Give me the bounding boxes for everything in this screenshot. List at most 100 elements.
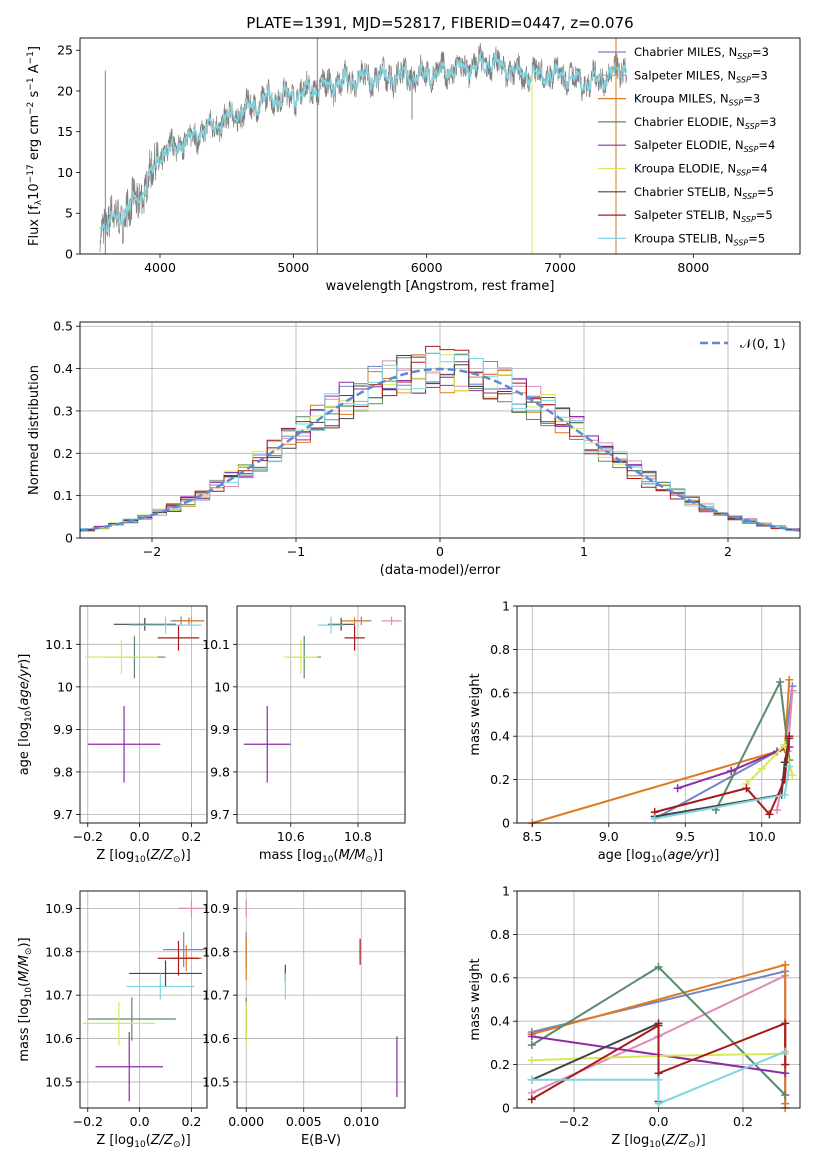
legend-label: Kroupa STELIB, NSSP=5 bbox=[634, 231, 765, 247]
plot-frame bbox=[236, 605, 406, 824]
legend-label: Chabrier STELIB, NSSP=5 bbox=[634, 185, 774, 201]
y-tick-label: 0.6 bbox=[490, 685, 510, 700]
y-tick-label: 10 bbox=[57, 679, 73, 694]
x-tick-label: 10.0 bbox=[748, 829, 776, 844]
x-tick-label: −0.2 bbox=[559, 1114, 589, 1129]
y-tick-label: 15 bbox=[57, 124, 73, 139]
mass_vs_ebv-points bbox=[245, 899, 398, 1098]
age_vs_Z-ylabel: age [log10(age/yr)] bbox=[17, 654, 34, 776]
plot-frame bbox=[79, 605, 208, 824]
y-tick-label: 10.5 bbox=[45, 1074, 73, 1089]
legend-label: Chabrier MILES, NSSP=3 bbox=[634, 45, 769, 61]
age_vs_Z-xlabel: Z [log10(Z/Z⊙)] bbox=[96, 848, 190, 865]
x-tick-label: −0.2 bbox=[73, 829, 103, 844]
weight-line bbox=[715, 678, 791, 811]
mass_vs_ebv-axes bbox=[237, 891, 405, 1108]
mass_vs_Z-xlabel: Z [log10(Z/Z⊙)] bbox=[96, 1133, 190, 1150]
legend-label: Chabrier ELODIE, NSSP=3 bbox=[634, 115, 776, 131]
x-tick-label: 0.0 bbox=[130, 1114, 150, 1129]
plot-frame bbox=[236, 890, 406, 1109]
legend-label: Salpeter MILES, NSSP=3 bbox=[634, 68, 768, 84]
y-tick-label: 10.7 bbox=[45, 988, 73, 1003]
weight_vs_Z-ylabel: mass weight bbox=[468, 958, 483, 1040]
spectrum-model-line bbox=[99, 52, 628, 234]
y-tick-label: 9.9 bbox=[53, 722, 73, 737]
x-tick-label: 0 bbox=[436, 544, 444, 559]
age_vs_mass-xlabel: mass [log10(M/M⊙)] bbox=[259, 848, 383, 865]
x-tick-label: 5000 bbox=[277, 260, 309, 275]
y-tick-label: 25 bbox=[57, 43, 73, 58]
x-tick-label: 8.5 bbox=[522, 829, 542, 844]
gaussian-curve bbox=[80, 367, 800, 532]
legend-label: Salpeter STELIB, NSSP=5 bbox=[634, 208, 773, 224]
y-tick-label: 0 bbox=[502, 816, 510, 831]
y-tick-label: 9.7 bbox=[210, 807, 230, 822]
spectrum-traces bbox=[99, 38, 628, 254]
y-tick-label: 10.1 bbox=[45, 637, 73, 652]
y-tick-label: 0.2 bbox=[490, 1057, 510, 1072]
mass_vs_Z-axes bbox=[80, 891, 207, 1108]
y-tick-label: 0.2 bbox=[490, 772, 510, 787]
weight_vs_age-series bbox=[528, 675, 797, 827]
weight_vs_age-frame: 8.5 9.0 9.5 10.0 0 0.2 0.4 0.6 0.8 1 bbox=[490, 599, 801, 844]
x-tick-label: 2 bbox=[724, 544, 732, 559]
y-tick-label: 9.7 bbox=[53, 807, 73, 822]
residuals-ylabel: Normed distribution bbox=[27, 365, 42, 495]
x-tick-label: 0.0 bbox=[649, 1114, 669, 1129]
spectrum-frame: 4000 5000 6000 7000 8000 0 5 10 15 20 25 bbox=[57, 37, 801, 275]
age_vs_Z-frame: −0.2 0.0 0.2 9.7 9.8 9.9 10 10.1 bbox=[45, 605, 208, 844]
y-tick-label: 10.9 bbox=[202, 901, 230, 916]
y-tick-label: 1 bbox=[502, 599, 510, 614]
x-tick-label: 0.2 bbox=[182, 1114, 202, 1129]
y-tick-label: 0 bbox=[65, 531, 73, 546]
y-tick-label: 10.7 bbox=[202, 988, 230, 1003]
y-tick-label: 0 bbox=[65, 247, 73, 262]
x-tick-label: 0.010 bbox=[343, 1114, 379, 1129]
x-tick-label: −2 bbox=[143, 544, 161, 559]
y-tick-label: 0.5 bbox=[53, 319, 73, 334]
mass_vs_ebv-xlabel: E(B-V) bbox=[301, 1133, 341, 1148]
x-tick-label: 8000 bbox=[677, 260, 709, 275]
age_vs_Z-axes bbox=[80, 606, 207, 823]
y-tick-label: 0.6 bbox=[490, 970, 510, 985]
y-tick-label: 10.8 bbox=[45, 944, 73, 959]
y-tick-label: 1 bbox=[502, 884, 510, 899]
mass_vs_Z-frame: −0.2 0.0 0.2 10.5 10.6 10.7 10.8 10.9 bbox=[45, 890, 208, 1129]
y-tick-label: 10 bbox=[214, 679, 230, 694]
weight_vs_age-ylabel: mass weight bbox=[468, 673, 483, 755]
hist-series bbox=[80, 345, 800, 538]
y-tick-label: 0.8 bbox=[490, 927, 510, 942]
weight_vs_Z-frame: −0.2 0.0 0.2 0 0.2 0.4 0.6 0.8 1 bbox=[490, 884, 801, 1129]
age_vs_Z-points bbox=[85, 616, 205, 783]
y-tick-label: 10.5 bbox=[202, 1074, 230, 1089]
legend-label: 𝒩(0, 1) bbox=[740, 336, 786, 351]
x-tick-label: 0.000 bbox=[228, 1114, 264, 1129]
x-tick-label: 9.5 bbox=[675, 829, 695, 844]
x-tick-label: 9.0 bbox=[599, 829, 619, 844]
mass_vs_Z-points bbox=[82, 899, 205, 1102]
x-tick-label: 1 bbox=[580, 544, 588, 559]
age_vs_mass-frame: 10.6 10.8 9.7 9.8 9.9 10 10.1 bbox=[202, 605, 406, 844]
y-tick-label: 0.3 bbox=[53, 403, 73, 418]
plot-frame bbox=[79, 890, 208, 1109]
y-tick-label: 5 bbox=[65, 206, 73, 221]
x-tick-label: −1 bbox=[287, 544, 305, 559]
legend-label: Salpeter ELODIE, NSSP=4 bbox=[634, 138, 775, 154]
spectrum-ylabel: Flux [fλ10−17 erg cm−2 s−1 A−1] bbox=[26, 46, 44, 246]
legend-label: Kroupa ELODIE, NSSP=4 bbox=[634, 162, 768, 178]
x-tick-label: 4000 bbox=[144, 260, 176, 275]
y-tick-label: 10 bbox=[57, 165, 73, 180]
x-tick-label: 7000 bbox=[544, 260, 576, 275]
weight-line bbox=[654, 738, 791, 818]
weight_vs_Z-xlabel: Z [log10(Z/Z⊙)] bbox=[611, 1133, 705, 1150]
y-tick-label: 9.8 bbox=[210, 764, 230, 779]
plot-frame bbox=[516, 605, 801, 824]
y-tick-label: 10.6 bbox=[45, 1031, 73, 1046]
mass_vs_ebv-frame: 0.000 0.005 0.010 10.5 10.6 10.7 10.8 10.9 bbox=[202, 890, 406, 1129]
weight-line bbox=[654, 736, 791, 817]
y-tick-label: 0.2 bbox=[53, 446, 73, 461]
y-tick-label: 9.8 bbox=[53, 764, 73, 779]
spectrum-xlabel: wavelength [Angstrom, rest frame] bbox=[326, 279, 555, 294]
x-tick-label: −0.2 bbox=[73, 1114, 103, 1129]
y-tick-label: 0.4 bbox=[53, 361, 73, 376]
